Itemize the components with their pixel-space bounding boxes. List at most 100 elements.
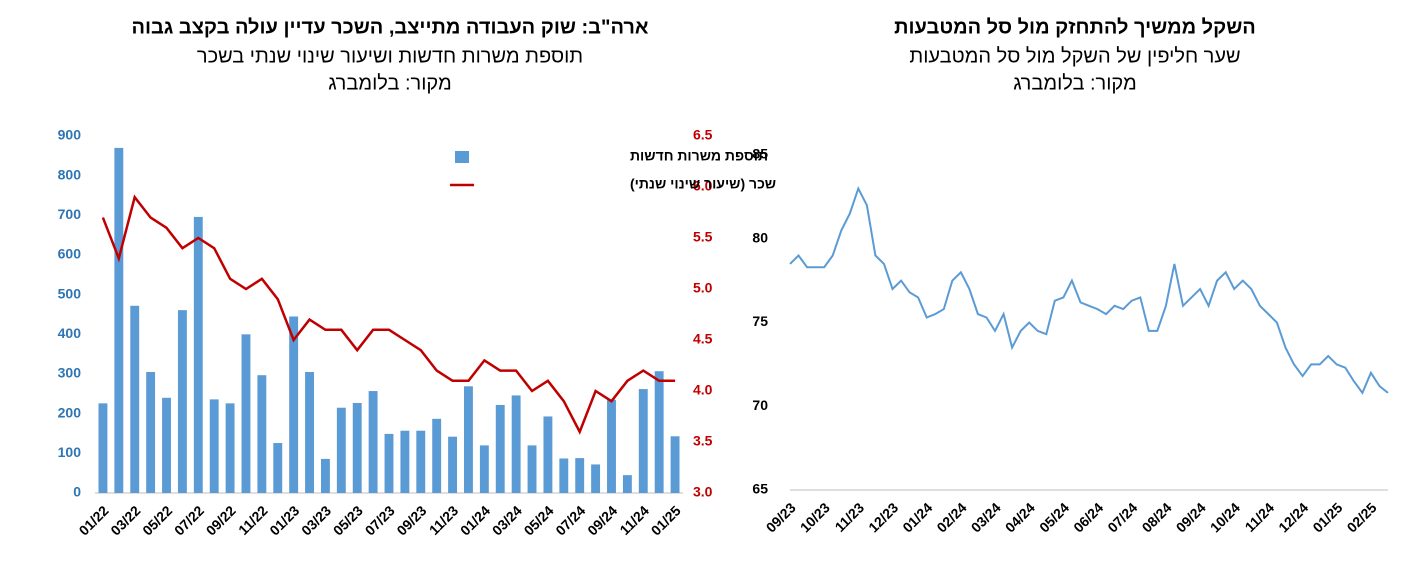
- bar: [654, 371, 664, 493]
- x-tick-label: 11/22: [235, 502, 271, 538]
- line: [789, 185, 1389, 395]
- x-tick-label: 09/24: [1173, 499, 1209, 535]
- x-tick-label: 05/22: [139, 502, 175, 538]
- bar: [622, 475, 632, 493]
- y-tick-label: 600: [58, 246, 82, 262]
- legend-label: שכר (שיעור שינוי שנתי): [630, 176, 776, 192]
- bar: [320, 458, 330, 493]
- x-tick-label: 11/23: [832, 499, 868, 535]
- bar: [575, 458, 585, 493]
- bar: [464, 386, 473, 493]
- y-tick-label: 65: [752, 481, 768, 497]
- line: [101, 194, 676, 435]
- chart-title: ארה"ב: שוק העבודה מתייצב, השכר עדיין עול…: [131, 16, 648, 38]
- x-tick-label: 10/23: [797, 499, 833, 535]
- bar: [432, 418, 442, 493]
- y-tick-label: 100: [58, 444, 82, 460]
- bar: [479, 445, 489, 493]
- bar: [607, 399, 616, 493]
- x-tick-label: 04/24: [1002, 499, 1038, 535]
- bar: [209, 399, 219, 493]
- x-tick-label: 07/22: [171, 502, 207, 538]
- bar: [559, 458, 569, 493]
- y2-tick-label: 4.5: [693, 331, 713, 347]
- chart-title: השקל ממשיך להתחזק מול סל המטבעות: [894, 16, 1256, 38]
- x-tick-label: 12/23: [865, 499, 901, 535]
- bar: [511, 395, 521, 493]
- bar: [591, 464, 601, 493]
- bar: [225, 403, 235, 493]
- y-tick-label: 70: [752, 397, 768, 413]
- bar: [638, 389, 648, 493]
- chart-subtitle: תוספת משרות חדשות ושיעור שינוי שנתי בשכר: [197, 45, 583, 67]
- x-tick-label: 01/24: [457, 502, 493, 538]
- bar: [257, 375, 267, 493]
- bar: [352, 402, 362, 493]
- bar: [289, 316, 299, 493]
- x-tick-label: 11/24: [1242, 499, 1278, 535]
- bar: [368, 391, 378, 493]
- x-tick-label: 07/23: [362, 502, 398, 538]
- bar: [130, 305, 140, 493]
- y-tick-label: 80: [752, 229, 768, 245]
- bar: [241, 334, 251, 493]
- x-tick-label: 10/24: [1207, 499, 1243, 535]
- bar: [193, 216, 203, 494]
- y-tick-label: 85: [752, 146, 768, 162]
- bar: [495, 404, 505, 493]
- bar: [416, 430, 426, 493]
- x-tick-label: 07/24: [552, 502, 588, 538]
- x-tick-label: 08/24: [1139, 499, 1175, 535]
- bar: [114, 147, 124, 493]
- y-tick-label: 75: [752, 313, 768, 329]
- x-tick-label: 11/24: [616, 502, 652, 538]
- legend-swatch: [455, 151, 469, 163]
- bar: [448, 436, 458, 493]
- y-tick-label: 700: [58, 206, 82, 222]
- y2-tick-label: 4.0: [693, 382, 713, 398]
- x-tick-label: 01/25: [1309, 499, 1345, 535]
- x-tick-label: 09/23: [393, 502, 429, 538]
- bar: [400, 430, 410, 493]
- y-tick-label: 0: [73, 484, 81, 500]
- y-tick-label: 300: [58, 365, 82, 381]
- bar: [543, 416, 553, 493]
- legend-label: תוספת משרות חדשות: [630, 148, 768, 164]
- x-tick-label: 11/23: [426, 502, 462, 538]
- x-tick-label: 01/23: [266, 502, 302, 538]
- y-tick-label: 200: [58, 404, 82, 420]
- x-tick-label: 05/24: [521, 502, 557, 538]
- bar: [98, 403, 108, 493]
- x-tick-label: 06/24: [1070, 499, 1106, 535]
- x-tick-label: 09/24: [584, 502, 620, 538]
- x-tick-label: 02/24: [934, 499, 970, 535]
- x-tick-label: 03/24: [968, 499, 1004, 535]
- x-tick-label: 12/24: [1275, 499, 1311, 535]
- bar: [384, 433, 394, 493]
- y2-tick-label: 6.5: [693, 127, 713, 143]
- y-tick-label: 500: [58, 285, 82, 301]
- bar: [305, 372, 314, 493]
- bar: [670, 436, 680, 493]
- y2-tick-label: 5.5: [693, 229, 713, 245]
- x-tick-label: 03/24: [489, 502, 525, 538]
- y2-tick-label: 5.0: [693, 280, 713, 296]
- bar: [177, 310, 187, 493]
- y2-tick-label: 3.0: [693, 484, 713, 500]
- x-tick-label: 05/23: [330, 502, 366, 538]
- y-tick-label: 800: [58, 166, 82, 182]
- x-tick-label: 03/23: [298, 502, 334, 538]
- chart-subtitle: שער חליפין של השקל מול סל המטבעות: [909, 45, 1240, 67]
- chart-source: מקור: בלומברג: [328, 72, 452, 94]
- x-tick-label: 07/24: [1104, 499, 1140, 535]
- y2-tick-label: 3.5: [693, 433, 713, 449]
- bar: [273, 443, 283, 493]
- x-tick-label: 05/24: [1036, 499, 1072, 535]
- x-tick-label: 09/23: [763, 499, 799, 535]
- x-tick-label: 01/25: [648, 502, 684, 538]
- x-tick-label: 02/25: [1344, 499, 1380, 535]
- x-tick-label: 09/22: [203, 502, 239, 538]
- bar: [527, 445, 537, 493]
- x-tick-label: 01/24: [899, 499, 935, 535]
